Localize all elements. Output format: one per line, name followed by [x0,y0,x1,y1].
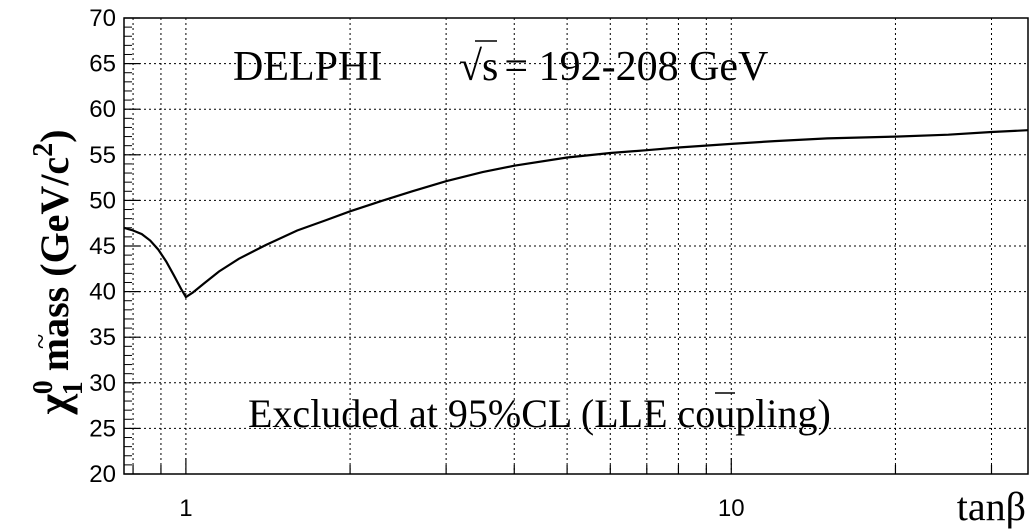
y-tick-label: 35 [89,324,116,351]
y-tick-label: 70 [89,5,116,32]
chi-symbol: χ [29,394,78,416]
x-tick-label: 1 [179,495,192,522]
close-paren: ) [32,129,77,142]
annotation-ebar: E [643,391,667,436]
x-tick-label: 10 [718,495,745,522]
chi-tilde: ~ [26,334,57,349]
y-tick-label: 65 [89,51,116,78]
y-tick-label: 30 [89,370,116,397]
y-tick-label: 45 [89,233,116,260]
y-axis-title: χ01 mass (GeV/c2) [28,129,89,415]
annotation-main: Excluded at 95%CL (LL [248,391,643,436]
plot-frame [123,17,1029,475]
chi-subscript: 1 [58,381,89,395]
x-tick-labels: 1 10 [179,495,744,522]
y-tick-labels: 20 25 30 35 40 45 50 55 60 65 70 [89,5,116,488]
y-tick-label: 40 [89,279,116,306]
experiment-label: DELPHI [233,44,382,90]
y-tick-label: 25 [89,415,116,442]
energy-range: = 192-208 GeV [504,44,768,90]
y-tick-label: 50 [89,187,116,214]
exclusion-curve [123,129,1029,299]
sqrt-s-symbol: √s [459,44,498,90]
exclusion-annotation: Excluded at 95%CL (LLE coupling) [248,391,831,436]
y-tick-label: 55 [89,142,116,169]
mass-label: mass (GeV/c [32,157,77,371]
x-axis-title: tanβ [957,484,1026,529]
y-tick-label: 20 [89,461,116,488]
y-tick-label: 60 [89,96,116,123]
power-label: 2 [28,143,59,157]
chi-superscript: 0 [28,380,59,394]
annotation-tail: coupling) [668,391,831,436]
svg-text:χ01mass (GeV/c2): χ01 mass (GeV/c2) [28,129,89,415]
energy-label: √s = 192-208 GeV [459,44,768,90]
